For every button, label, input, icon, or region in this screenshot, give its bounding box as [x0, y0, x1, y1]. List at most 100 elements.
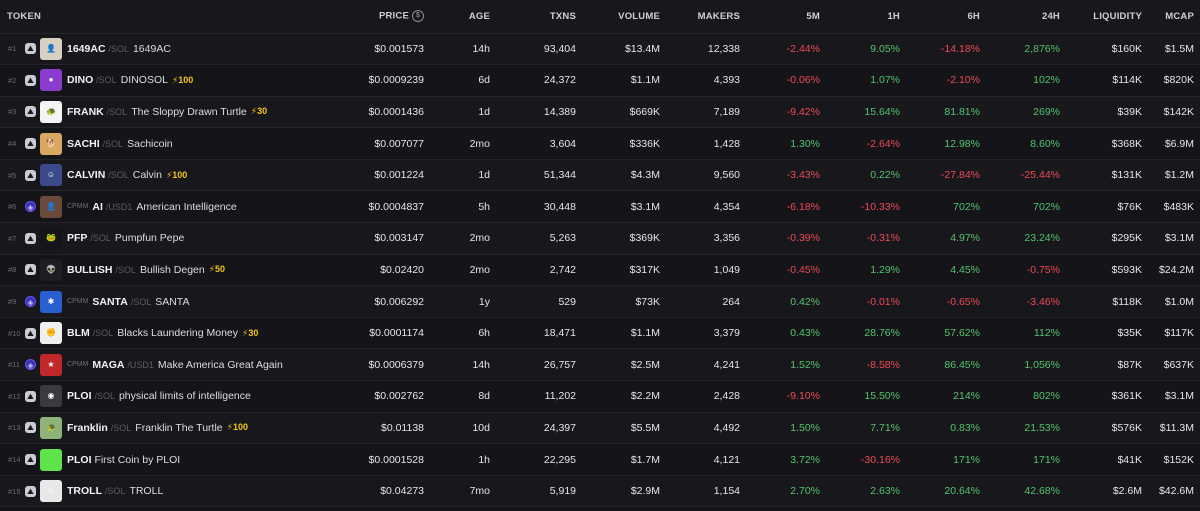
col-txns[interactable]: TXNS	[496, 0, 582, 34]
table-row[interactable]: #15 ⛰ ☺ TROLL /SOL TROLL $0.04273 7mo 5,919 $2.9…	[0, 475, 1200, 507]
col-volume[interactable]: VOLUME	[582, 0, 666, 34]
token-symbol: CALVIN	[67, 169, 106, 182]
cpmm-tag: CPMM	[67, 298, 89, 306]
table-row[interactable]: #4 ⛰ 🐕 SACHI /SOL Sachicoin $0.007077 2mo 3,604…	[0, 127, 1200, 160]
pumpfun-icon: ⛰	[25, 390, 36, 402]
pumpfun-icon: ⛰	[25, 106, 36, 118]
age-cell: 1y	[478, 295, 490, 308]
col-24h[interactable]: 24H	[986, 0, 1066, 34]
table-header: TOKEN PRICE $ AGE TXNS VOLUME MAKERS 5M 1…	[0, 0, 1200, 34]
table-row[interactable]: #5 ⛰ ☺ CALVIN /SOL Calvin ⚡100 $0.001224 1d 51,3…	[0, 159, 1200, 191]
mcap-cell: $3.1M	[1164, 232, 1194, 245]
makers-cell: 264	[722, 295, 740, 308]
mcap-cell: $152K	[1163, 453, 1194, 466]
mcap-cell: $1.0M	[1164, 295, 1194, 308]
token-symbol: FRANK	[67, 105, 104, 118]
rank: #1	[8, 44, 17, 54]
rank: #11	[8, 360, 20, 370]
currency-toggle-icon[interactable]: $	[412, 10, 424, 23]
token-cell[interactable]: #11 ◈ ★ CPMM MAGA /USD1 Make America Great Ag…	[0, 349, 320, 381]
token-cell[interactable]: #12 ⛰ ◉ PLOI /SOL physical limits of intelli…	[0, 381, 320, 413]
token-cell[interactable]: #3 ⛰ 🐢 FRANK /SOL The Sloppy Drawn Turtle ⚡30	[0, 96, 320, 128]
change-h1-cell: -0.01%	[866, 295, 900, 308]
change-h24-cell: 102%	[1033, 74, 1060, 87]
change-h1-cell: -10.33%	[860, 200, 900, 213]
txns-cell: 529	[558, 295, 576, 308]
makers-cell: 2,428	[713, 390, 740, 403]
col-price[interactable]: PRICE $	[320, 0, 430, 34]
price-cell: $0.02420	[380, 263, 424, 276]
col-6h[interactable]: 6H	[906, 0, 986, 34]
table-row[interactable]: #12 ⛰ ◉ PLOI /SOL physical limits of intelli…	[0, 380, 1200, 413]
token-name: First Coin by PLOI	[94, 453, 181, 466]
table-row[interactable]: #11 ◈ ★ CPMM MAGA /USD1 Make America Great Ag…	[0, 348, 1200, 381]
token-quote: /SOL	[106, 106, 128, 117]
table-row[interactable]: #1 ⛰ 👤 1649AC /SOL 1649AC $0.001573 14h 93,404 $…	[0, 33, 1200, 65]
token-symbol: MAGA	[92, 358, 125, 371]
cpmm-tag: CPMM	[67, 203, 89, 211]
txns-cell: 14,389	[543, 105, 576, 118]
token-avatar: 🐕	[40, 132, 62, 155]
price-cell: $0.0001436	[368, 105, 424, 118]
token-quote: /SOL	[90, 233, 111, 244]
price-cell: $0.01138	[380, 421, 424, 434]
token-cell[interactable]: #2 ⛰ ● DINO /SOL DINOSOL ⚡100	[0, 65, 320, 97]
token-quote: /SOL	[104, 486, 126, 497]
col-makers[interactable]: MAKERS	[666, 0, 746, 34]
table-row[interactable]: #3 ⛰ 🐢 FRANK /SOL The Sloppy Drawn Turtle ⚡30…	[0, 96, 1200, 128]
liquidity-cell: $361K	[1111, 390, 1142, 403]
table-row[interactable]: #9 ◈ ✱ CPMM SANTA /SOL SANTA $0.006292 1y 529 $73…	[0, 285, 1200, 318]
token-name: SANTA	[155, 295, 190, 308]
change-h24-cell: 1,056%	[1024, 358, 1060, 371]
pumpfun-icon: ⛰	[25, 138, 36, 150]
table-row[interactable]: #8 ⛰ 👽 BULLISH /SOL Bullish Degen ⚡50 $0.02420…	[0, 254, 1200, 286]
table-row[interactable]: #2 ⛰ ● DINO /SOL DINOSOL ⚡100 $0.0009239 6d 24,3…	[0, 64, 1200, 97]
col-age[interactable]: AGE	[430, 0, 496, 34]
rank: #9	[8, 297, 17, 307]
token-symbol: SANTA	[92, 295, 128, 308]
txns-cell: 5,919	[549, 485, 576, 498]
token-cell[interactable]: #1 ⛰ 👤 1649AC /SOL 1649AC	[0, 33, 320, 65]
col-5m[interactable]: 5M	[746, 0, 826, 34]
makers-cell: 4,354	[713, 200, 740, 213]
rank: #4	[8, 139, 17, 149]
change-h1-cell: -8.58%	[866, 358, 900, 371]
token-quote: /SOL	[102, 138, 124, 149]
table-row[interactable]: #7 ⛰ 🐸 PFP /SOL Pumpfun Pepe $0.003147 2mo 5,26…	[0, 222, 1200, 255]
change-h1-cell: 15.64%	[864, 105, 900, 118]
token-name: TROLL	[129, 485, 164, 498]
txns-cell: 2,742	[549, 263, 576, 276]
rank: #8	[8, 265, 17, 275]
token-cell[interactable]: #14 ⛰ PLOI First Coin by PLOI	[0, 444, 320, 476]
token-cell[interactable]: #8 ⛰ 👽 BULLISH /SOL Bullish Degen ⚡50	[0, 254, 320, 286]
token-cell[interactable]: #4 ⛰ 🐕 SACHI /SOL Sachicoin	[0, 128, 320, 160]
change-m5-cell: -0.06%	[786, 74, 820, 87]
age-cell: 6d	[478, 74, 490, 87]
cpmm-tag: CPMM	[67, 361, 89, 369]
table-row[interactable]: #10 ⛰ ✊ BLM /SOL Blacks Laundering Money ⚡30 $…	[0, 317, 1200, 349]
col-token[interactable]: TOKEN	[0, 0, 320, 34]
token-cell[interactable]: #15 ⛰ ☺ TROLL /SOL TROLL	[0, 475, 320, 507]
token-cell[interactable]: #6 ◈ 👤 CPMM AI /USD1 American Intelligence	[0, 191, 320, 223]
token-cell[interactable]: #9 ◈ ✱ CPMM SANTA /SOL SANTA	[0, 286, 320, 318]
token-cell[interactable]: #7 ⛰ 🐸 PFP /SOL Pumpfun Pepe	[0, 223, 320, 255]
pumpfun-icon: ⛰	[25, 264, 36, 276]
table-row[interactable]: #13 ⛰ 🐢 Franklin /SOL Franklin The Turtle ⚡10…	[0, 412, 1200, 444]
col-mcap[interactable]: MCAP	[1148, 0, 1200, 34]
rank: #14	[8, 455, 21, 465]
change-h24-cell: 112%	[1033, 327, 1060, 340]
table-row[interactable]: #14 ⛰ PLOI First Coin by PLOI $0.0001528 1h 2…	[0, 443, 1200, 476]
price-cell: $0.007077	[374, 137, 424, 150]
change-m5-cell: -6.18%	[786, 200, 820, 213]
table-row[interactable]: #6 ◈ 👤 CPMM AI /USD1 American Intelligence $0.…	[0, 190, 1200, 223]
token-avatar: ★	[40, 353, 62, 376]
token-cell[interactable]: #10 ⛰ ✊ BLM /SOL Blacks Laundering Money ⚡30	[0, 317, 320, 349]
token-cell[interactable]: #5 ⛰ ☺ CALVIN /SOL Calvin ⚡100	[0, 159, 320, 191]
token-name: Bullish Degen	[139, 263, 205, 276]
change-h6-cell: -14.18%	[940, 42, 980, 55]
col-1h[interactable]: 1H	[826, 0, 906, 34]
col-liquidity[interactable]: LIQUIDITY	[1066, 0, 1148, 34]
change-m5-cell: 1.30%	[790, 137, 820, 150]
token-cell[interactable]: #13 ⛰ 🐢 Franklin /SOL Franklin The Turtle ⚡10…	[0, 412, 320, 444]
volume-cell: $2.9M	[630, 485, 660, 498]
